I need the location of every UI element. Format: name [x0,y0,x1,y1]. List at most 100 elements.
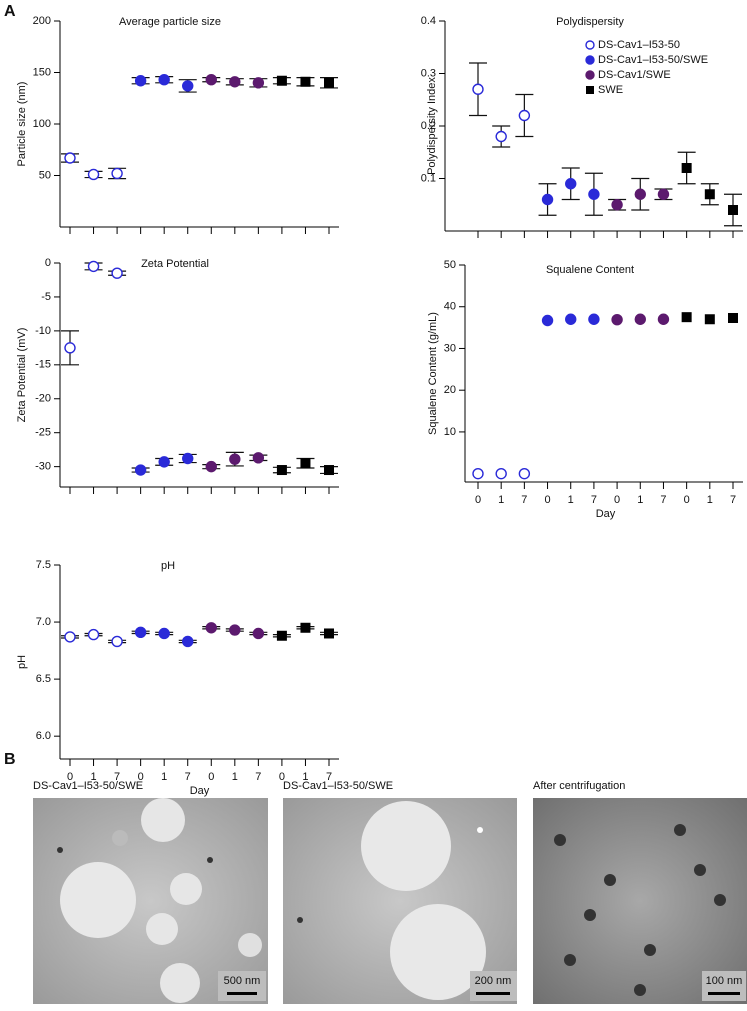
x-tick-label: 7 [660,494,666,506]
data-point [205,460,217,473]
panel-label: B [4,751,16,768]
data-point [565,178,577,190]
scale-bar-label: 100 nm [706,975,743,987]
y-tick-label: -15 [35,359,51,371]
y-tick-label: -25 [35,427,51,439]
x-tick-label: 7 [255,771,261,783]
data-point [134,626,147,639]
data-point [657,313,670,325]
data-point [657,188,670,200]
data-point [518,109,531,122]
data-point [495,467,507,480]
data-point [634,188,646,200]
micrograph [283,798,517,1004]
x-tick-label: 0 [67,771,73,783]
data-point [252,452,265,464]
data-point [541,314,554,327]
y-axis-label: Squalene Content (g/mL) [427,312,439,435]
data-point [205,622,217,634]
data-point [728,312,738,323]
x-tick-label: 0 [544,494,550,506]
y-axis-label: pH [16,655,28,669]
scale-box [470,971,517,1001]
x-tick-label: 0 [138,771,144,783]
data-point [704,314,715,325]
data-point [276,465,287,476]
data-point [64,342,76,354]
y-tick-label: 0.2 [421,120,436,132]
legend-marker [585,70,595,80]
data-point [565,313,577,325]
scale-bar-label: 200 nm [475,975,512,987]
data-point [158,456,170,468]
chart-title: Average particle size [119,16,221,28]
data-point [87,628,100,641]
data-point [64,631,76,643]
data-point [324,628,334,639]
y-tick-label: 10 [444,426,456,438]
y-tick-label: 200 [33,15,51,27]
y-tick-label: 150 [33,66,51,78]
data-point [611,199,623,211]
data-point [64,152,76,164]
y-tick-label: 0 [45,257,51,269]
data-point [541,193,554,206]
x-tick-label: 1 [498,494,504,506]
x-tick-label: 1 [568,494,574,506]
chart-title: Zeta Potential [141,258,209,270]
x-tick-label: 7 [185,771,191,783]
data-point [134,75,147,87]
scale-bar [708,992,740,995]
data-point [324,465,334,476]
y-tick-label: -5 [41,291,51,303]
data-point [634,313,646,325]
data-point [276,630,287,641]
x-axis-label: Day [596,508,616,520]
x-tick-label: 0 [475,494,481,506]
x-tick-label: 0 [684,494,690,506]
data-point [182,635,194,648]
y-tick-label: -30 [35,461,51,473]
y-tick-label: 40 [444,301,456,313]
y-tick-label: 20 [444,384,456,396]
legend-marker [585,40,595,50]
y-axis-label: Polydispersity Index [426,77,438,175]
x-tick-label: 7 [591,494,597,506]
legend-label: DS-Cav1–I53-50 [598,39,680,51]
data-point [472,467,484,480]
y-axis-label: Zeta Potential (mV) [16,328,28,423]
legend-marker [586,86,594,94]
data-point [324,77,334,88]
data-point [472,83,484,95]
y-tick-label: 50 [39,169,51,181]
y-tick-label: 0.3 [421,67,436,79]
y-tick-label: 7.0 [36,616,51,628]
data-point [229,453,241,465]
micrograph [33,798,268,1004]
data-point [229,624,241,636]
data-point [111,267,123,279]
micrograph [533,798,747,1004]
y-tick-label: 100 [33,118,51,130]
x-tick-label: 1 [637,494,643,506]
micrograph-title: DS-Cav1–I53-50/SWE [33,780,143,792]
legend-label: DS-Cav1/SWE [598,69,671,81]
data-point [495,130,507,143]
x-tick-label: 7 [326,771,332,783]
data-point [252,77,265,89]
data-point [134,464,147,476]
data-point [87,260,100,273]
x-tick-label: 7 [114,771,120,783]
x-tick-label: 1 [302,771,308,783]
panel-label: A [4,3,16,20]
scale-bar-label: 500 nm [224,975,261,987]
data-point [588,188,600,200]
x-axis-label: Day [190,785,210,797]
scale-box [702,971,746,1001]
y-tick-label: 0.4 [421,15,436,27]
data-point [205,74,217,86]
micrograph-title: DS-Cav1–I53-50/SWE [283,780,393,792]
data-point [728,205,738,215]
y-axis-label: Particle size (nm) [16,82,28,167]
data-point [300,622,311,633]
